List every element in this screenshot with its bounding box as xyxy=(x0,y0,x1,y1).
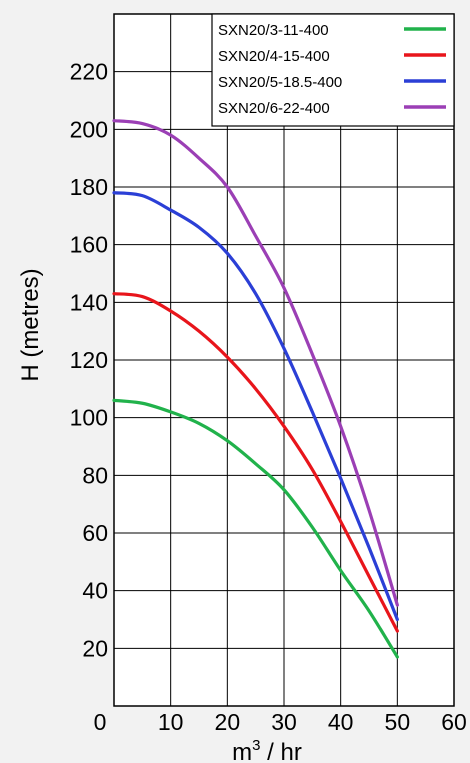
legend-label: SXN20/4-15-400 xyxy=(218,48,330,65)
y-tick-label: 120 xyxy=(70,347,108,373)
x-axis-title: m3 / hr xyxy=(232,737,302,763)
y-tick-label: 80 xyxy=(82,462,108,488)
y-tick-label: 160 xyxy=(70,232,108,258)
legend-label: SXN20/5-18.5-400 xyxy=(218,74,342,91)
y-axis-title: H (metres) xyxy=(17,268,44,381)
y-tick-label: 60 xyxy=(82,520,108,546)
x-tick-label: 30 xyxy=(271,709,297,735)
x-tick-label: 60 xyxy=(441,709,467,735)
x-tick-label: 50 xyxy=(385,709,411,735)
y-tick-label: 140 xyxy=(70,289,108,315)
y-tick-label: 100 xyxy=(70,405,108,431)
x-tick-label: 10 xyxy=(158,709,184,735)
legend: SXN20/3-11-400 SXN20/4-15-400 SXN20/5-18.5… xyxy=(211,13,455,127)
x-tick-label: 20 xyxy=(215,709,241,735)
legend-label: SXN20/3-11-400 xyxy=(218,22,329,39)
gridlines xyxy=(113,14,455,706)
series-line-3 xyxy=(112,191,399,622)
x-tick-label: 0 xyxy=(94,709,107,735)
y-tick-label: 220 xyxy=(70,59,108,85)
series-line-2 xyxy=(112,292,399,633)
y-tick-label: 20 xyxy=(82,635,108,661)
series-lines xyxy=(112,119,399,659)
legend-label: SXN20/6-22-400 xyxy=(218,100,330,117)
y-tick-label: 40 xyxy=(82,578,108,604)
y-tick-label: 180 xyxy=(70,174,108,200)
y-tick-label: 200 xyxy=(70,116,108,142)
x-tick-labels: 0 10 20 30 40 50 60 xyxy=(94,709,467,735)
y-tick-labels: 20 40 60 80 100 120 140 160 180 200 220 xyxy=(70,59,108,662)
x-tick-label: 40 xyxy=(328,709,354,735)
series-line-4 xyxy=(112,119,399,607)
series-line-1 xyxy=(112,398,399,659)
